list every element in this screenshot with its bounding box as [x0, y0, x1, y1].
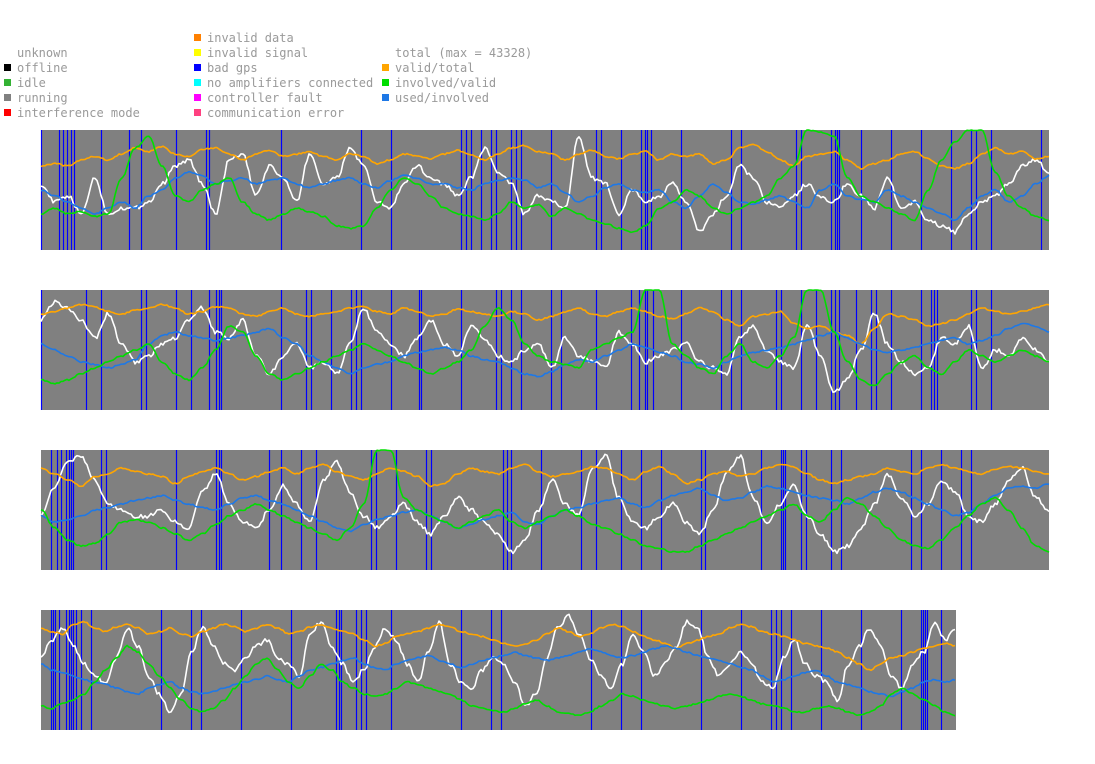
legend-swatch	[194, 109, 201, 116]
legend-label: invalid signal	[207, 45, 309, 60]
line-used-involved	[40, 483, 1050, 533]
line-involved-valid	[40, 644, 956, 717]
legend-item-valid-total: valid/total	[382, 60, 474, 75]
strip-3	[40, 449, 1050, 570]
strip-background	[41, 610, 956, 730]
legend-swatch	[4, 64, 11, 71]
legend-item-controller-fault: controller fault	[194, 90, 323, 105]
legend-swatch	[382, 64, 389, 71]
line-used-involved	[41, 644, 956, 698]
legend-item-running: running	[4, 90, 68, 105]
legend-item-offline: offline	[4, 60, 68, 75]
strip-2	[40, 289, 1050, 410]
legend-swatch	[4, 79, 11, 86]
legend-swatch	[4, 109, 11, 116]
legend-label: controller fault	[207, 90, 323, 105]
strip-1	[40, 129, 1050, 250]
legend-item-interference-mode: interference mode	[4, 105, 140, 120]
legend-item-bad-gps: bad gps	[194, 60, 258, 75]
legend-label: total (max = 43328)	[395, 45, 533, 60]
strip-4	[40, 610, 956, 730]
legend-swatch	[194, 49, 201, 56]
legend-item-involved-valid: involved/valid	[382, 75, 496, 90]
legend-item-total: total (max = 43328)	[382, 45, 532, 60]
legend-label: communication error	[207, 105, 345, 120]
line-valid-total	[40, 620, 956, 672]
legend-item-invalid-data: invalid data	[194, 30, 294, 45]
line-involved-valid	[40, 289, 1049, 387]
strip-background	[41, 450, 1049, 570]
line-total	[40, 613, 956, 714]
legend-label: idle	[17, 75, 46, 90]
legend-item-communication-error: communication error	[194, 105, 344, 120]
line-involved-valid	[40, 129, 1050, 234]
legend-swatch	[4, 94, 11, 101]
line-valid-total	[40, 143, 1050, 170]
legend: unknown offline idle running interferenc…	[0, 0, 1095, 125]
line-involved-valid	[40, 449, 1050, 554]
line-used-involved	[40, 170, 1050, 222]
line-total	[40, 299, 1050, 394]
legend-label: involved/valid	[395, 75, 497, 90]
legend-label: offline	[17, 60, 68, 75]
legend-item-unknown: unknown	[4, 45, 68, 60]
legend-label: running	[17, 90, 68, 105]
legend-label: valid/total	[395, 60, 475, 75]
legend-label: no amplifiers connected	[207, 75, 374, 90]
legend-label: bad gps	[207, 60, 258, 75]
legend-swatch	[194, 79, 201, 86]
legend-swatch	[194, 64, 201, 71]
legend-label: unknown	[17, 45, 68, 60]
legend-label: used/involved	[395, 90, 489, 105]
line-valid-total	[40, 303, 1050, 346]
legend-swatch	[194, 94, 201, 101]
line-total	[40, 136, 1050, 235]
legend-swatch	[194, 34, 201, 41]
line-total	[40, 453, 1050, 555]
legend-swatch	[382, 94, 389, 101]
line-valid-total	[40, 463, 1050, 488]
legend-swatch	[382, 79, 389, 86]
legend-label: invalid data	[207, 30, 294, 45]
legend-item-no-amplifiers-connected: no amplifiers connected	[194, 75, 373, 90]
strip-background	[41, 130, 1049, 250]
legend-item-idle: idle	[4, 75, 46, 90]
legend-label: interference mode	[17, 105, 140, 120]
legend-item-invalid-signal: invalid signal	[194, 45, 308, 60]
legend-item-used-involved: used/involved	[382, 90, 489, 105]
line-used-involved	[40, 322, 1050, 378]
